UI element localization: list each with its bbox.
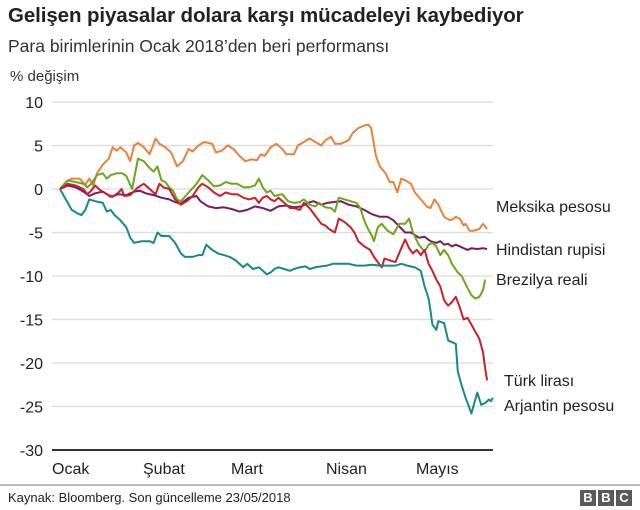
series-label: Meksika pesosu <box>496 199 611 216</box>
line-chart: 10 5 0 -5 -10 -15 -20 -25 -30 Ocak Şubat Mart Nisan… <box>20 95 614 478</box>
bbc-logo-letter: B <box>598 490 614 506</box>
gridlines <box>52 101 493 451</box>
bbc-logo: B B C <box>580 490 632 506</box>
bbc-logo-letter: B <box>580 490 596 506</box>
y-tick-label: -5 <box>29 226 43 243</box>
series-label: Hindistan rupisi <box>496 242 605 259</box>
y-tick-label: -25 <box>20 400 43 417</box>
series-label: Arjantin pesosu <box>504 398 614 415</box>
x-axis-ticks: Ocak Şubat Mart Nisan Mayıs <box>52 461 459 478</box>
y-tick-label: -30 <box>20 443 43 460</box>
y-axis-unit-label: % değişim <box>10 68 80 85</box>
chart-title: Gelişen piyasalar dolara karşı mücadeley… <box>8 4 524 27</box>
y-tick-label: -10 <box>20 269 43 286</box>
series-line <box>59 188 494 415</box>
series-line <box>59 184 488 251</box>
source-note: Kaynak: Bloomberg. Son güncelleme 23/05/… <box>8 490 291 505</box>
series-labels: Meksika pesosu Hindistan rupisi Brezilya r… <box>496 199 614 415</box>
y-tick-label: 5 <box>34 139 43 156</box>
series-label: Brezilya reali <box>496 272 588 289</box>
y-tick-label: -15 <box>20 313 43 330</box>
x-tick-label: Nisan <box>326 461 367 478</box>
x-tick-label: Mart <box>231 461 264 478</box>
series-lines <box>59 123 494 415</box>
y-axis-ticks: 10 5 0 -5 -10 -15 -20 -25 -30 <box>20 95 43 460</box>
x-tick-label: Ocak <box>52 461 90 478</box>
y-tick-label: -20 <box>20 356 43 373</box>
x-tick-label: Şubat <box>143 461 185 478</box>
y-tick-label: 10 <box>25 95 43 112</box>
series-line <box>59 182 489 381</box>
footer-divider <box>0 484 640 486</box>
chart-subtitle: Para birimlerinin Ocak 2018’den beri per… <box>8 36 390 56</box>
bbc-logo-letter: C <box>616 490 632 506</box>
x-tick-label: Mayıs <box>416 461 459 478</box>
series-line <box>59 123 488 232</box>
y-tick-label: 0 <box>34 182 43 199</box>
series-line <box>59 157 487 300</box>
series-label: Türk lirası <box>504 373 574 390</box>
